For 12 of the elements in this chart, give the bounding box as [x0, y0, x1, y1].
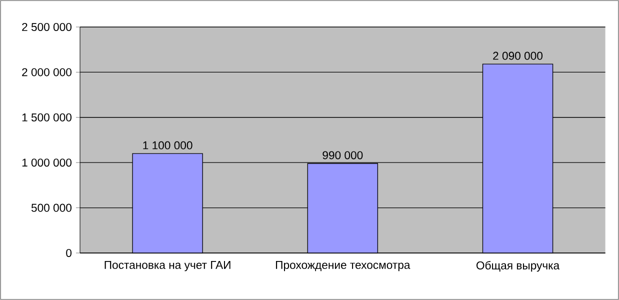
y-tick-label: 1 000 000 — [22, 158, 72, 167]
y-tick-label: 500 000 — [31, 204, 72, 212]
x-tick-label: Постановка на учет ГАИ — [104, 261, 230, 272]
y-tick-label: 2 000 000 — [22, 68, 72, 76]
y-tick-label: 1 500 000 — [22, 113, 72, 122]
data-label: 990 000 — [322, 151, 363, 160]
x-tick-label: Прохождение техосмотра — [276, 261, 410, 272]
data-label: 2 090 000 — [493, 52, 543, 60]
y-tick-label: 0 — [66, 248, 72, 257]
x-tick-label: Общая выручка — [476, 261, 560, 272]
y-tick-label: 2 500 000 — [22, 22, 72, 32]
data-label: 1 100 000 — [143, 141, 192, 150]
